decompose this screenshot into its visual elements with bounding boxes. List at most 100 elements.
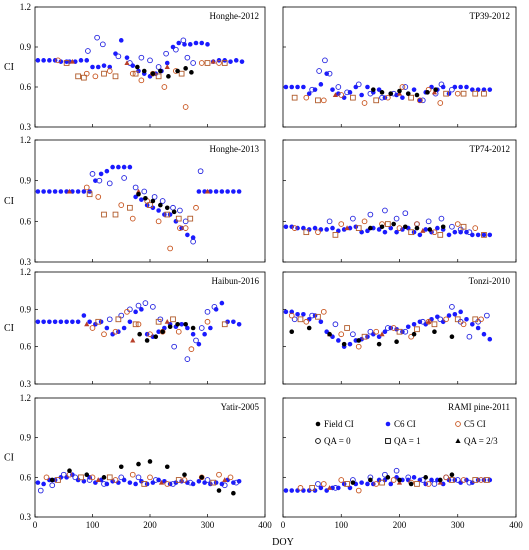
data-point <box>204 60 211 66</box>
x-tick-label: 400 <box>509 520 523 530</box>
data-point <box>179 225 184 231</box>
data-point <box>136 461 141 467</box>
data-point <box>118 312 125 319</box>
data-point <box>175 328 182 335</box>
data-point <box>419 97 426 104</box>
data-points <box>35 300 242 362</box>
data-point <box>478 316 484 323</box>
data-point <box>72 474 79 481</box>
legend-marker <box>315 421 321 427</box>
data-point <box>411 87 417 92</box>
data-point <box>84 472 90 477</box>
data-point <box>139 197 144 202</box>
data-point <box>361 333 368 340</box>
data-point <box>376 227 382 232</box>
data-point <box>121 477 127 483</box>
data-point <box>173 480 179 485</box>
data-point <box>414 92 420 98</box>
panel-title: Yatir-2005 <box>221 402 260 412</box>
data-point <box>41 481 46 487</box>
data-point <box>196 189 202 194</box>
data-point <box>443 474 449 481</box>
data-point <box>373 97 380 104</box>
data-point <box>164 318 170 324</box>
data-point <box>336 228 341 234</box>
data-point <box>101 481 107 487</box>
data-point <box>63 60 70 66</box>
data-point <box>164 211 171 218</box>
data-point <box>162 212 167 217</box>
data-point <box>341 95 347 100</box>
data-point <box>69 58 75 64</box>
data-point <box>210 479 217 486</box>
data-point <box>141 68 147 74</box>
data-point <box>193 337 199 344</box>
data-point <box>184 54 191 61</box>
data-point <box>385 94 391 101</box>
data-point <box>332 92 339 97</box>
data-point <box>437 232 444 238</box>
data-point <box>152 477 159 483</box>
data-point <box>446 313 452 318</box>
data-point <box>225 189 230 194</box>
data-point <box>326 218 333 225</box>
data-point <box>385 325 391 331</box>
data-point <box>49 482 56 489</box>
data-point <box>338 331 345 338</box>
data-point <box>466 229 473 236</box>
data-point <box>222 477 228 482</box>
data-point <box>236 321 242 327</box>
data-point <box>185 325 190 331</box>
data-point <box>150 480 156 485</box>
x-tick-label: 0 <box>281 520 286 530</box>
data-point <box>221 482 228 489</box>
data-point <box>176 40 182 46</box>
y-tick-label: 0.6 <box>20 472 32 482</box>
data-point <box>135 188 142 194</box>
data-point <box>365 334 370 340</box>
data-point <box>225 319 230 325</box>
data-point <box>35 189 41 194</box>
legend-label: QA = 1 <box>394 436 421 446</box>
plot-frame <box>282 139 517 263</box>
data-points <box>35 164 242 252</box>
data-point <box>355 225 362 231</box>
data-points <box>35 34 245 110</box>
data-point <box>147 57 153 64</box>
data-point <box>144 338 150 343</box>
data-point <box>359 92 364 98</box>
data-point <box>283 84 289 90</box>
data-point <box>183 321 188 327</box>
data-point <box>138 77 145 84</box>
data-point <box>472 316 479 323</box>
data-point <box>487 232 493 238</box>
data-point <box>124 308 130 315</box>
data-point <box>170 481 176 487</box>
y-tick-label: 1.2 <box>20 267 31 277</box>
data-point <box>167 324 173 330</box>
data-point <box>58 319 64 325</box>
legend-marker <box>455 438 461 443</box>
data-point <box>78 474 84 481</box>
data-point <box>454 477 461 483</box>
legend-label: QA = 2/3 <box>464 436 498 446</box>
data-point <box>368 477 373 483</box>
data-point <box>427 227 433 232</box>
data-point <box>99 41 106 48</box>
data-point <box>382 471 388 478</box>
data-point <box>365 84 370 90</box>
data-point <box>376 477 382 483</box>
data-point <box>396 225 403 231</box>
data-point <box>132 184 139 191</box>
data-point <box>221 321 228 328</box>
data-point <box>458 84 463 90</box>
data-point <box>196 479 202 484</box>
plot-frame <box>34 397 266 518</box>
data-point <box>400 95 405 100</box>
data-point <box>236 479 242 484</box>
data-point <box>402 210 409 217</box>
data-point <box>350 331 356 338</box>
y-tick-label: 0.6 <box>20 82 32 92</box>
data-point <box>182 42 187 47</box>
data-point <box>315 481 321 487</box>
